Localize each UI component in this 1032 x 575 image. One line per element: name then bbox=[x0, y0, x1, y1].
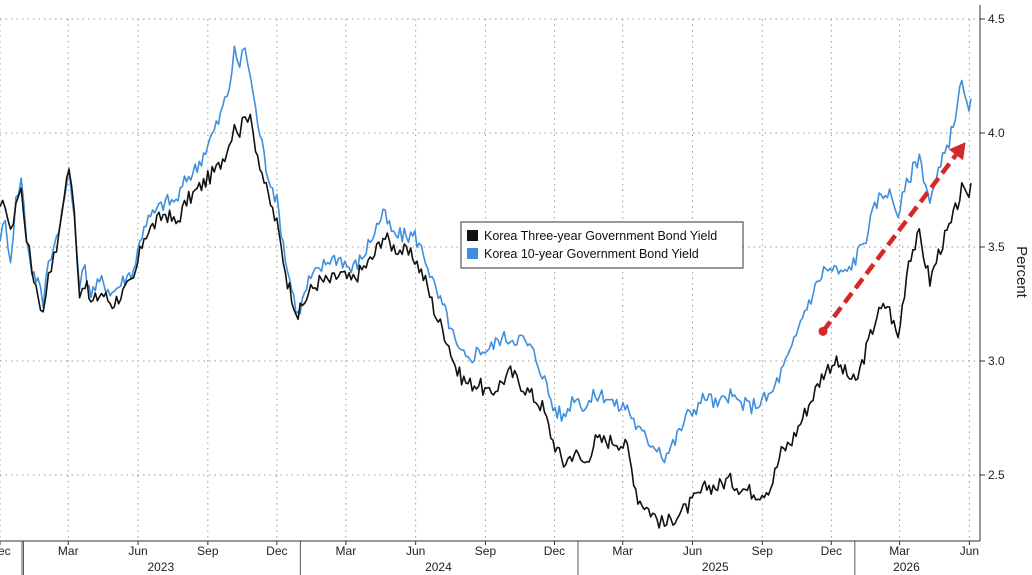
y-tick-label: 3.0 bbox=[988, 354, 1005, 368]
arrow-head bbox=[948, 142, 966, 161]
x-tick-label: Mar bbox=[58, 544, 79, 558]
ten-year-yield-line bbox=[0, 45, 972, 464]
x-tick-label: Sep bbox=[197, 544, 219, 558]
three-year-yield-line bbox=[0, 113, 972, 529]
trend-arrow-annotation bbox=[818, 142, 966, 336]
series-lines bbox=[0, 45, 972, 529]
y-axis: 4.5 4.0 3.5 3.0 2.5 bbox=[979, 5, 1005, 541]
y-tick-label: 4.5 bbox=[988, 12, 1005, 26]
y-tick-label: 4.0 bbox=[988, 126, 1005, 140]
x-year-label: 2023 bbox=[147, 560, 174, 574]
y-axis-label: Percent bbox=[1013, 246, 1030, 299]
x-year-label: 2025 bbox=[702, 560, 729, 574]
y-tick-label: 3.5 bbox=[988, 240, 1005, 254]
x-tick-label: Jun bbox=[128, 544, 147, 558]
x-tick-label: Jun bbox=[406, 544, 425, 558]
x-tick-label: Mar bbox=[889, 544, 910, 558]
x-tick-label: Dec bbox=[266, 544, 287, 558]
legend-swatch-ten-year bbox=[467, 248, 478, 259]
x-tick-label: Mar bbox=[612, 544, 633, 558]
legend-label-ten-year: Korea 10-year Government Bond Yield bbox=[484, 247, 699, 261]
y-tick-label: 2.5 bbox=[988, 468, 1005, 482]
x-tick-label: Dec bbox=[544, 544, 565, 558]
legend-box bbox=[460, 221, 744, 269]
x-axis: Dec Mar Jun Sep Dec Mar Jun Sep Dec Mar Jun Sep Dec M… bbox=[0, 540, 980, 575]
x-tick-label: Jun bbox=[683, 544, 702, 558]
x-tick-label: Sep bbox=[475, 544, 497, 558]
x-year-label: 2024 bbox=[425, 560, 452, 574]
x-tick-label: Dec bbox=[821, 544, 842, 558]
arrow-start-dot bbox=[818, 326, 828, 336]
x-year-label: 2026 bbox=[893, 560, 920, 574]
legend-swatch-three-year bbox=[467, 230, 478, 241]
legend: Korea Three-year Government Bond Yield K… bbox=[460, 221, 744, 269]
x-tick-label: Sep bbox=[752, 544, 774, 558]
arrow-shaft bbox=[821, 153, 958, 333]
x-tick-label: Jun bbox=[960, 544, 979, 558]
x-tick-label: Mar bbox=[336, 544, 357, 558]
x-tick-label: Dec bbox=[0, 544, 11, 558]
legend-label-three-year: Korea Three-year Government Bond Yield bbox=[484, 229, 717, 243]
grid-lines bbox=[0, 18, 980, 541]
